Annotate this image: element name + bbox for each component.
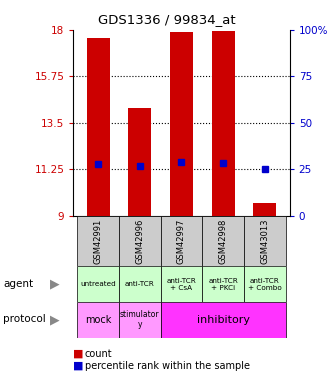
Text: anti-TCR: anti-TCR	[125, 281, 155, 287]
Text: GSM42998: GSM42998	[218, 218, 228, 264]
Bar	[170, 32, 193, 216]
Bar	[202, 266, 244, 302]
Text: count: count	[85, 349, 113, 358]
Bar	[87, 38, 110, 216]
Text: percentile rank within the sample: percentile rank within the sample	[85, 361, 250, 370]
Text: anti-TCR
+ CsA: anti-TCR + CsA	[166, 278, 196, 291]
Text: GSM42991: GSM42991	[94, 218, 103, 264]
Bar	[129, 108, 151, 216]
Text: ▶: ▶	[50, 313, 60, 326]
Text: GSM42996: GSM42996	[135, 218, 145, 264]
Bar	[244, 266, 286, 302]
Text: GDS1336 / 99834_at: GDS1336 / 99834_at	[98, 13, 235, 26]
Bar	[161, 216, 202, 266]
Text: stimulator
y: stimulator y	[120, 310, 160, 329]
Text: anti-TCR
+ Combo: anti-TCR + Combo	[248, 278, 282, 291]
Bar	[78, 302, 119, 338]
Text: agent: agent	[3, 279, 33, 289]
Text: GSM42997: GSM42997	[177, 218, 186, 264]
Bar	[212, 31, 234, 216]
Bar	[119, 302, 161, 338]
Text: inhibitory: inhibitory	[196, 315, 250, 325]
Bar	[78, 266, 119, 302]
Bar	[119, 216, 161, 266]
Bar	[78, 216, 119, 266]
Bar	[202, 216, 244, 266]
Text: protocol: protocol	[3, 315, 46, 324]
Bar	[161, 302, 286, 338]
Bar	[119, 266, 161, 302]
Bar	[244, 216, 286, 266]
Bar	[253, 203, 276, 216]
Text: ■: ■	[73, 361, 84, 370]
Text: ▶: ▶	[50, 278, 60, 290]
Bar	[161, 266, 202, 302]
Text: untreated: untreated	[80, 281, 116, 287]
Text: anti-TCR
+ PKCi: anti-TCR + PKCi	[208, 278, 238, 291]
Text: GSM43013: GSM43013	[260, 218, 269, 264]
Text: mock: mock	[85, 315, 112, 325]
Text: ■: ■	[73, 349, 84, 358]
